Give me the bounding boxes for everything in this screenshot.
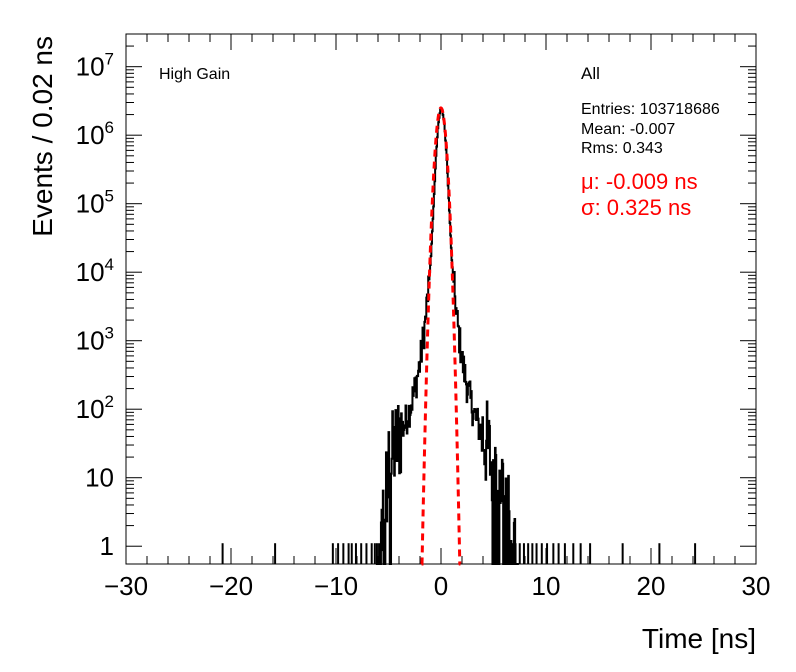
y-tick-label: 103	[76, 324, 114, 356]
y-tick-label: 107	[76, 50, 114, 82]
y-tick-label: 10	[85, 463, 114, 493]
x-tick-label: 30	[742, 571, 771, 601]
stats-entries: Entries: 103718686	[581, 101, 720, 118]
x-tick-label: 0	[434, 571, 448, 601]
x-tick-label: 20	[637, 571, 666, 601]
y-axis-title: Events / 0.02 ns	[27, 36, 58, 237]
high-gain-label: High Gain	[159, 66, 230, 83]
y-tick-label: 1	[100, 531, 114, 561]
y-tick-label: 104	[76, 255, 114, 287]
x-tick-label: −30	[104, 571, 148, 601]
y-tick-label: 105	[76, 187, 114, 219]
fit-mu-label: μ: -0.009 ns	[581, 169, 698, 194]
x-tick-label: 10	[532, 571, 561, 601]
x-tick-label: −20	[209, 571, 253, 601]
y-tick-label: 102	[76, 392, 114, 424]
x-tick-label: −10	[314, 571, 358, 601]
gaussian-fit-curve	[420, 106, 462, 566]
x-axis-title: Time [ns]	[642, 623, 756, 654]
fit-sigma-label: σ: 0.325 ns	[581, 195, 691, 220]
histogram-line	[375, 107, 519, 565]
y-tick-label: 106	[76, 118, 114, 150]
stats-rms: Rms: 0.343	[581, 140, 663, 157]
stats-title: All	[581, 64, 600, 83]
stats-mean: Mean: -0.007	[581, 121, 675, 138]
